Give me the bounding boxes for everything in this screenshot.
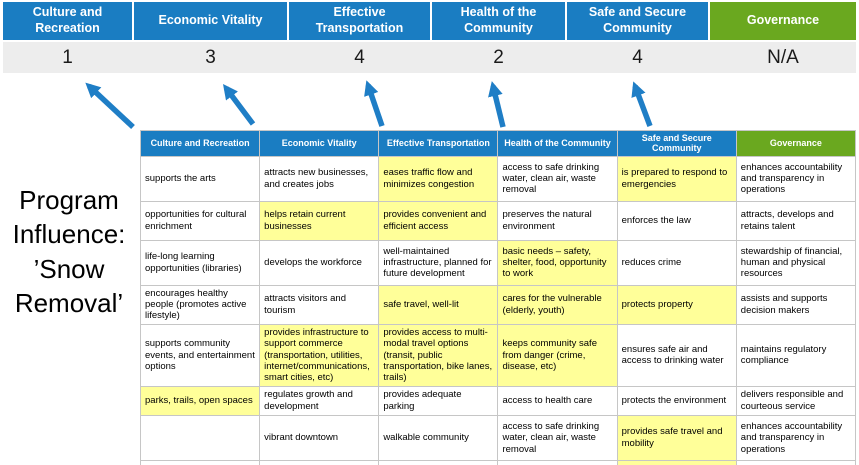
matrix-row: looks after it's most vulnerable xyxy=(139,459,857,465)
matrix-cell: attracts new businesses, and creates job… xyxy=(259,155,380,202)
matrix-cell: provides safe travel and mobility xyxy=(616,414,737,461)
matrix-row: opportunities for cultural enrichment hel… xyxy=(139,200,857,241)
matrix-cell: cares for the vulnerable (elderly, youth… xyxy=(497,284,618,325)
matrix-cell xyxy=(139,459,261,465)
matrix-row: parks, trails, open spaces regulates grow… xyxy=(139,385,857,416)
matrix-cell: opportunities for cultural enrichment xyxy=(139,200,261,241)
influence-matrix: Culture and Recreation Economic Vitality E… xyxy=(139,130,857,465)
matrix-cell: provides infrastructure to support comme… xyxy=(259,323,380,387)
program-label-line: Program xyxy=(19,185,119,215)
matrix-cell: provides access to multi-modal travel op… xyxy=(378,323,499,387)
matrix-cell: attracts visitors and tourism xyxy=(259,284,380,325)
score-governance: N/A xyxy=(767,46,799,68)
matrix-cell: access to safe drinking water, clean air… xyxy=(497,155,618,202)
matrix-header-row: Culture and Recreation Economic Vitality E… xyxy=(139,130,857,157)
matrix-cell: vibrant downtown xyxy=(259,414,380,461)
matrix-row: supports the arts attracts new businesses… xyxy=(139,155,857,202)
scorecard-header-safe: Safe and Secure Community xyxy=(567,2,708,40)
matrix-cell: provides adequate parking xyxy=(378,385,499,416)
matrix-cell: assists and supports decision makers xyxy=(735,284,857,325)
arrow-up-icon xyxy=(223,84,256,126)
matrix-cell: enhances accountability and transparency… xyxy=(735,155,857,202)
matrix-cell: supports the arts xyxy=(139,155,261,202)
matrix-row: life-long learning opportunities (librar… xyxy=(139,239,857,286)
matrix-row: vibrant downtown walkable community access… xyxy=(139,414,857,461)
program-label-line: Influence: xyxy=(12,219,126,250)
matrix-cell: looks after it's most vulnerable xyxy=(616,459,737,465)
matrix-cell: helps retain current businesses xyxy=(259,200,380,241)
matrix-cell: develops the workforce xyxy=(259,239,380,286)
matrix-cell: basic needs – safety, shelter, food, opp… xyxy=(497,239,618,286)
matrix-cell: parks, trails, open spaces xyxy=(139,385,261,416)
matrix-cell: attracts, develops and retains talent xyxy=(735,200,857,241)
matrix-cell xyxy=(378,459,499,465)
program-influence-label: Program Influence: ’Snow Removal’ xyxy=(0,183,138,320)
score-band: 1 3 4 2 4 N/A xyxy=(3,42,856,73)
matrix-cell: provides convenient and efficient access xyxy=(378,200,499,241)
arrows-svg xyxy=(85,80,653,130)
matrix-cell: encourages healthy people (promotes acti… xyxy=(139,284,261,325)
arrow-group xyxy=(0,73,859,130)
program-label-line: Removal’ xyxy=(14,287,124,318)
matrix-cell: stewardship of financial, human and phys… xyxy=(735,239,857,286)
matrix-cell: access to health care xyxy=(497,385,618,416)
matrix-row: supports community events, and entertain… xyxy=(139,323,857,387)
matrix-cell: walkable community xyxy=(378,414,499,461)
score-health: 2 xyxy=(493,46,504,68)
matrix-cell: access to safe drinking water, clean air… xyxy=(497,414,618,461)
matrix-cell: enhances accountability and transparency… xyxy=(735,414,857,461)
matrix-cell: reduces crime xyxy=(616,239,737,286)
matrix-head: Culture and Recreation Economic Vitality E… xyxy=(139,130,857,157)
matrix-cell: protects the environment xyxy=(616,385,737,416)
scorecard-header-governance: Governance xyxy=(710,2,856,40)
matrix-cell: preserves the natural environment xyxy=(497,200,618,241)
arrow-up-icon xyxy=(85,82,135,130)
arrow-up-icon xyxy=(488,81,506,128)
matrix-cell: maintains regulatory compliance xyxy=(735,323,857,387)
matrix-header: Effective Transportation xyxy=(378,130,499,157)
scorecard-header-culture: Culture and Recreation xyxy=(3,2,132,40)
arrow-up-icon xyxy=(631,81,653,127)
scorecard-header-health: Health of the Community xyxy=(432,2,565,40)
matrix-cell: protects property xyxy=(616,284,737,325)
matrix-cell: is prepared to respond to emergencies xyxy=(616,155,737,202)
matrix-cell xyxy=(735,459,857,465)
matrix-body: supports the arts attracts new businesses… xyxy=(139,155,857,465)
matrix-header: Governance xyxy=(735,130,857,157)
program-label-line: ’Snow xyxy=(33,253,105,284)
matrix-row: encourages healthy people (promotes acti… xyxy=(139,284,857,325)
score-culture: 1 xyxy=(62,46,73,68)
scorecard-header-transportation: Effective Transportation xyxy=(289,2,430,40)
matrix-header: Safe and Secure Community xyxy=(616,130,737,157)
matrix-header: Health of the Community xyxy=(497,130,618,157)
matrix-cell: ensures safe air and access to drinking … xyxy=(616,323,737,387)
score-economic: 3 xyxy=(205,46,216,68)
matrix-cell: well-maintained infrastructure, planned … xyxy=(378,239,499,286)
score-safe: 4 xyxy=(632,46,643,68)
scorecard-header-economic: Economic Vitality xyxy=(134,2,287,40)
matrix-cell: eases traffic flow and minimizes congest… xyxy=(378,155,499,202)
matrix-cell xyxy=(139,414,261,461)
matrix-cell: enforces the law xyxy=(616,200,737,241)
matrix-cell: safe travel, well-lit xyxy=(378,284,499,325)
matrix-header: Culture and Recreation xyxy=(139,130,261,157)
matrix-cell: life-long learning opportunities (librar… xyxy=(139,239,261,286)
matrix-cell xyxy=(497,459,618,465)
scorecard-header-row: Culture and Recreation Economic Vitality… xyxy=(3,2,856,40)
matrix-cell: keeps community safe from danger (crime,… xyxy=(497,323,618,387)
score-transportation: 4 xyxy=(354,46,365,68)
matrix-cell xyxy=(259,459,380,465)
matrix-cell: regulates growth and development xyxy=(259,385,380,416)
matrix-header: Economic Vitality xyxy=(259,130,380,157)
matrix-cell: delivers responsible and courteous servi… xyxy=(735,385,857,416)
arrow-up-icon xyxy=(364,80,385,127)
matrix-cell: supports community events, and entertain… xyxy=(139,323,261,387)
